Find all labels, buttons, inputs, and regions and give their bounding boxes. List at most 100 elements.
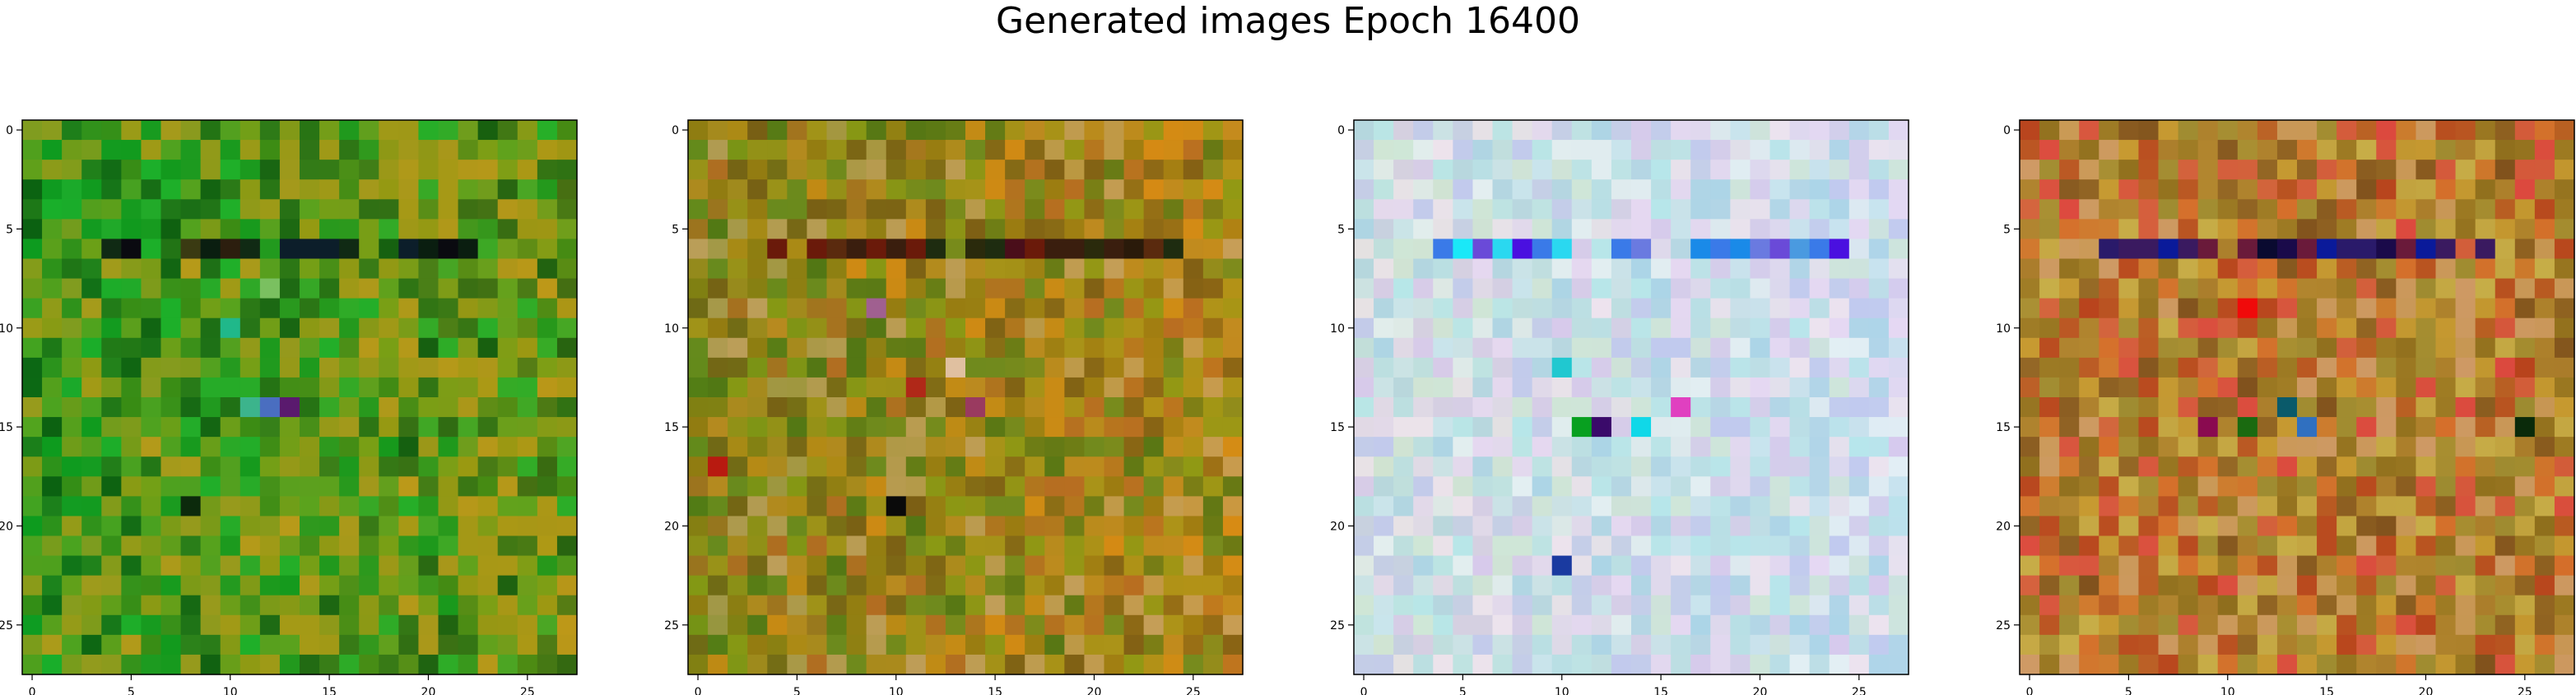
pixel-cell bbox=[2455, 298, 2476, 319]
pixel-cell bbox=[2257, 516, 2278, 537]
pixel-cell bbox=[1848, 278, 1870, 299]
pixel-cell bbox=[2337, 337, 2357, 359]
pixel-cell bbox=[826, 634, 848, 656]
pixel-cell bbox=[886, 476, 907, 497]
pixel-cell bbox=[2356, 317, 2377, 339]
pixel-cell bbox=[200, 239, 221, 260]
pixel-cell bbox=[279, 535, 300, 557]
pixel-cell bbox=[1789, 317, 1811, 339]
pixel-cell bbox=[2495, 476, 2516, 497]
pixel-cell bbox=[846, 555, 867, 577]
pixel-cell bbox=[1064, 239, 1086, 260]
pixel-cell bbox=[1532, 258, 1553, 280]
pixel-cell bbox=[2059, 219, 2080, 240]
pixel-cell bbox=[2020, 120, 2040, 141]
pixel-cell bbox=[1222, 179, 1244, 200]
pixel-cell bbox=[2475, 357, 2496, 378]
pixel-cell bbox=[1393, 258, 1414, 280]
pixel-cell bbox=[180, 120, 202, 141]
pixel-cell bbox=[1163, 614, 1184, 636]
pixel-cell bbox=[2495, 437, 2516, 457]
pixel-cell bbox=[497, 397, 518, 418]
pixel-cell bbox=[1433, 654, 1453, 675]
pixel-cell bbox=[517, 496, 538, 517]
pixel-cell bbox=[2079, 298, 2099, 319]
pixel-cell bbox=[398, 437, 420, 457]
pixel-cell bbox=[1551, 417, 1573, 438]
pixel-cell bbox=[2118, 357, 2140, 378]
pixel-cell bbox=[1730, 120, 1751, 141]
pixel-cell bbox=[1104, 496, 1125, 517]
pixel-cell bbox=[2455, 555, 2476, 577]
pixel-cell bbox=[1413, 298, 1434, 319]
pixel-cell bbox=[1492, 199, 1514, 220]
pixel-cell bbox=[747, 654, 768, 675]
pixel-cell bbox=[2039, 120, 2060, 141]
pixel-cell bbox=[1750, 258, 1771, 280]
x-tick-label: 20 bbox=[1753, 686, 1768, 695]
pixel-cell bbox=[1413, 437, 1434, 457]
pixel-cell bbox=[477, 258, 499, 280]
pixel-cell bbox=[2237, 535, 2258, 557]
pixel-cell bbox=[1551, 496, 1573, 517]
pixel-cell bbox=[1025, 654, 1045, 675]
pixel-cell bbox=[1354, 179, 1374, 200]
pixel-cell bbox=[2317, 516, 2337, 537]
pixel-cell bbox=[2356, 535, 2377, 557]
pixel-cell bbox=[1591, 417, 1612, 438]
pixel-cell bbox=[2416, 317, 2437, 339]
pixel-cell bbox=[556, 496, 578, 517]
pixel-cell bbox=[945, 120, 966, 141]
pixel-cell bbox=[537, 337, 558, 359]
pixel-cell bbox=[1710, 476, 1731, 497]
pixel-cell bbox=[1163, 654, 1184, 675]
x-tick-label: 10 bbox=[2220, 686, 2235, 695]
pixel-cell bbox=[1671, 417, 1691, 438]
pixel-cell bbox=[747, 496, 768, 517]
pixel-cell bbox=[2197, 634, 2219, 656]
pixel-cell bbox=[2276, 575, 2298, 596]
x-tick-label: 20 bbox=[2419, 686, 2434, 695]
pixel-cell bbox=[62, 377, 82, 398]
pixel-cell bbox=[1084, 555, 1105, 577]
pixel-cell bbox=[2237, 595, 2258, 616]
pixel-cell bbox=[537, 317, 558, 339]
pixel-cell bbox=[398, 417, 420, 438]
pixel-cell bbox=[2039, 160, 2060, 180]
pixel-cell bbox=[319, 595, 340, 616]
pixel-cell bbox=[2455, 357, 2476, 378]
pixel-cell bbox=[925, 239, 946, 260]
pixel-cell bbox=[1064, 298, 1086, 319]
pixel-cell bbox=[1769, 476, 1791, 497]
pixel-cell bbox=[1413, 219, 1434, 240]
pixel-cell bbox=[517, 278, 538, 299]
pixel-cell bbox=[1551, 357, 1573, 378]
pixel-cell bbox=[1611, 258, 1632, 280]
pixel-cell bbox=[1104, 219, 1125, 240]
pixel-cell bbox=[1393, 437, 1414, 457]
pixel-cell bbox=[1374, 555, 1394, 577]
pixel-cell bbox=[1393, 377, 1414, 398]
pixel-cell bbox=[1551, 456, 1573, 477]
pixel-cell bbox=[1064, 317, 1086, 339]
pixel-cell bbox=[398, 496, 420, 517]
pixel-cell bbox=[2554, 437, 2575, 457]
pixel-cell bbox=[2514, 278, 2536, 299]
pixel-cell bbox=[101, 456, 122, 477]
pixel-cell bbox=[2356, 555, 2377, 577]
pixel-cell bbox=[359, 179, 379, 200]
pixel-cell bbox=[1084, 595, 1105, 616]
pixel-cell bbox=[517, 654, 538, 675]
pixel-cell bbox=[1809, 535, 1830, 557]
pixel-cell bbox=[1868, 278, 1890, 299]
pixel-cell bbox=[1413, 575, 1434, 596]
pixel-cell bbox=[239, 160, 261, 180]
pixel-cell bbox=[846, 575, 867, 596]
pixel-cell bbox=[121, 496, 142, 517]
pixel-cell bbox=[359, 654, 379, 675]
pixel-cell bbox=[1789, 595, 1811, 616]
pixel-cell bbox=[1769, 456, 1791, 477]
pixel-cell bbox=[1690, 337, 1711, 359]
pixel-cell bbox=[2514, 535, 2536, 557]
pixel-cell bbox=[1064, 179, 1086, 200]
